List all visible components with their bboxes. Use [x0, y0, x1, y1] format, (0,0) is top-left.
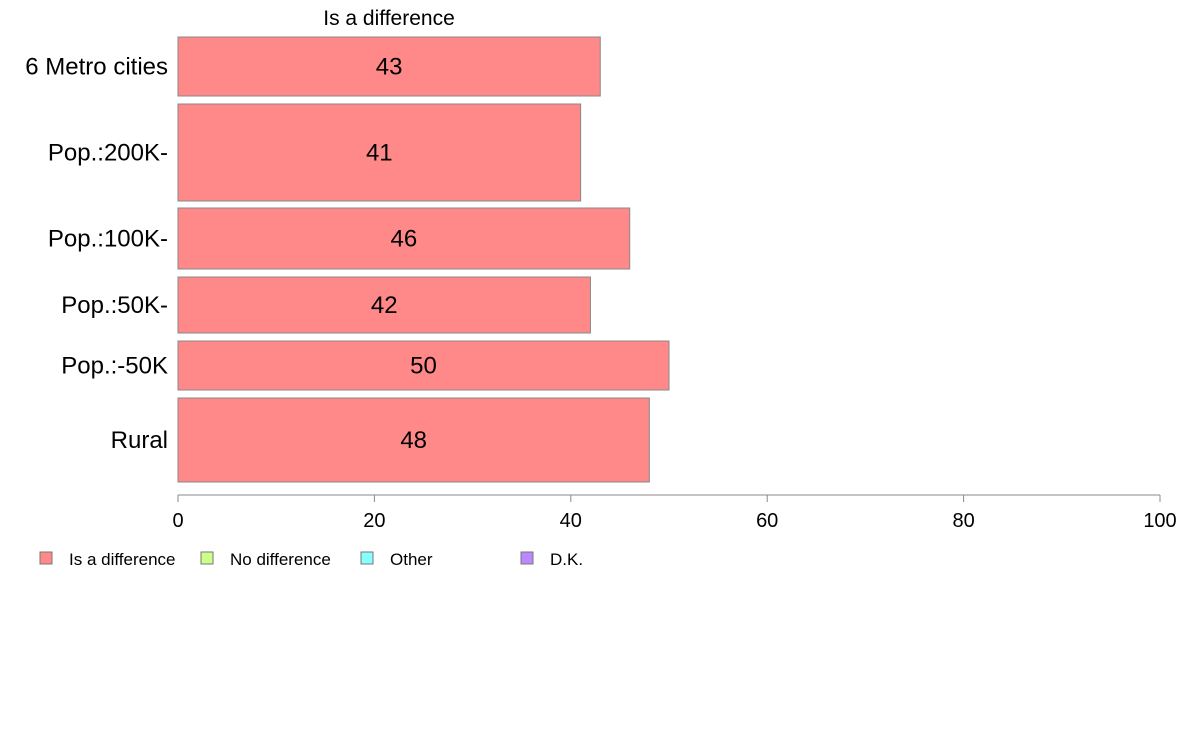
- bars-group: 43 41 46 42 50 48: [177, 36, 670, 483]
- x-tick-label: 0: [172, 510, 183, 532]
- category-label: Rural: [111, 427, 168, 454]
- bar-value-label: 41: [366, 140, 393, 167]
- x-axis: 0 20 40 60 80 100: [172, 494, 1177, 532]
- x-tick-label: 20: [363, 510, 385, 532]
- bar: [177, 276, 591, 334]
- legend-swatch: [39, 551, 53, 565]
- category-label: Pop.:200K-: [48, 140, 168, 167]
- legend-swatch: [200, 551, 214, 565]
- x-tick-label: 60: [756, 510, 778, 532]
- bar: [177, 397, 650, 483]
- category-labels: 6 Metro cities Pop.:200K- Pop.:100K- Pop.:5…: [25, 54, 168, 455]
- legend: Is a difference No difference Other D.K.: [39, 550, 583, 569]
- bar: [177, 340, 670, 391]
- legend-label: No difference: [230, 550, 331, 569]
- category-label: Pop.:100K-: [48, 226, 168, 253]
- x-tick-label: 40: [560, 510, 582, 532]
- legend-label: Other: [390, 550, 433, 569]
- bar-value-label: 42: [371, 292, 398, 319]
- legend-label: D.K.: [550, 550, 583, 569]
- bar-value-label: 48: [400, 427, 427, 454]
- bar: [177, 207, 631, 270]
- category-label: 6 Metro cities: [25, 54, 168, 81]
- x-tick-label: 80: [952, 510, 974, 532]
- bar-value-label: 46: [391, 226, 418, 253]
- legend-swatch: [360, 551, 374, 565]
- category-label: Pop.:-50K: [61, 353, 168, 380]
- legend-swatch: [520, 551, 534, 565]
- category-label: Pop.:50K-: [61, 292, 168, 319]
- bar: [177, 36, 601, 97]
- bar-value-label: 50: [410, 353, 437, 380]
- x-tick-label: 100: [1143, 510, 1176, 532]
- chart-title: Is a difference: [323, 7, 455, 30]
- bar-value-label: 43: [376, 54, 403, 81]
- legend-label: Is a difference: [69, 550, 175, 569]
- bar: [177, 103, 582, 202]
